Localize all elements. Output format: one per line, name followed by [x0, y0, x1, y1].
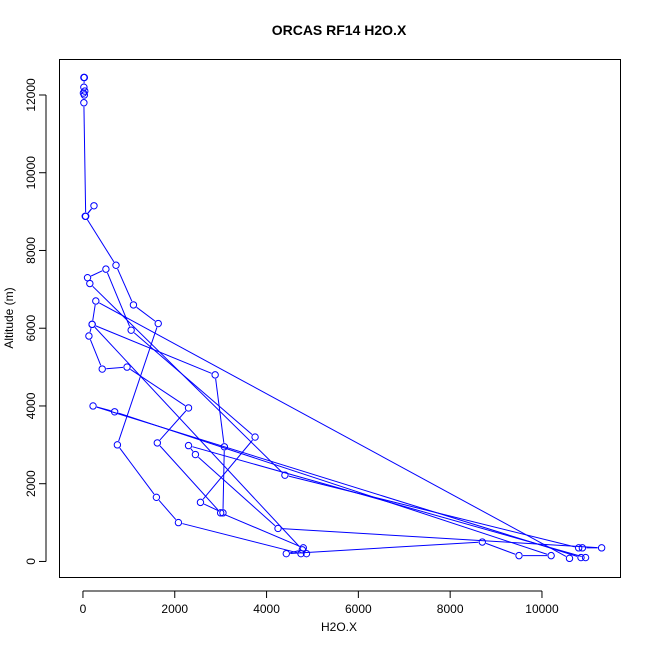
- data-point: [281, 471, 289, 479]
- series-segment: [159, 445, 219, 511]
- data-point: [597, 544, 606, 552]
- series-segment: [92, 285, 283, 473]
- x-tick-label: 0: [80, 602, 87, 616]
- x-tick-label: 2000: [161, 602, 188, 616]
- y-tick-label: 12000: [24, 78, 38, 112]
- series-segment: [87, 208, 92, 214]
- data-point: [112, 261, 120, 269]
- data-point: [113, 441, 122, 449]
- series-segment: [83, 106, 87, 213]
- series-segment: [94, 326, 300, 548]
- data-point: [152, 493, 161, 502]
- x-tick-label: 10000: [525, 602, 559, 616]
- data-point: [515, 551, 523, 560]
- series-segment: [224, 513, 300, 547]
- data-point: [92, 297, 100, 305]
- series-segment: [106, 366, 124, 370]
- plot-area: [59, 59, 621, 578]
- data-point: [154, 319, 162, 328]
- data-point: [274, 524, 282, 533]
- data-point: [88, 320, 96, 329]
- data-point: [80, 73, 89, 82]
- series-segment: [190, 448, 194, 452]
- series-segment: [136, 306, 156, 322]
- data-point: [174, 518, 183, 527]
- data-point: [574, 544, 583, 552]
- series-segment: [117, 268, 133, 302]
- series-segment: [203, 503, 220, 512]
- y-tick-label: 0: [24, 558, 38, 565]
- data-point: [110, 408, 119, 416]
- series-segment: [96, 406, 111, 412]
- series-segment: [99, 302, 567, 557]
- data-point: [478, 538, 486, 546]
- data-point: [196, 498, 205, 507]
- series-lines: [83, 81, 598, 557]
- data-point: [577, 553, 585, 562]
- y-tick-label: 8000: [24, 237, 38, 264]
- series-segment: [182, 523, 298, 554]
- series-segment: [89, 339, 102, 366]
- series-segment: [290, 541, 479, 554]
- y-tick-label: 2000: [24, 470, 38, 497]
- data-point: [80, 91, 89, 99]
- data-point: [81, 212, 89, 220]
- data-point: [123, 363, 131, 371]
- series-segment: [281, 528, 598, 549]
- chart-title: ORCAS RF14 H2O.X: [272, 22, 407, 38]
- series-segment: [119, 447, 155, 495]
- series-segment: [485, 542, 516, 555]
- data-point: [581, 553, 590, 562]
- series-segment: [86, 219, 115, 263]
- data-point: [98, 365, 106, 373]
- x-axis-label: H2O.X: [321, 620, 357, 634]
- data-point: [565, 554, 574, 563]
- series-segment: [89, 328, 92, 333]
- series-segment: [118, 412, 548, 555]
- series-segment: [90, 270, 103, 277]
- data-point: [578, 544, 587, 552]
- data-point: [298, 546, 307, 554]
- data-point: [251, 433, 259, 441]
- data-point: [90, 202, 98, 210]
- data-point: [184, 404, 193, 412]
- data-point: [102, 265, 110, 273]
- x-tick-label: 6000: [345, 602, 372, 616]
- y-tick-label: 4000: [24, 392, 38, 419]
- series-segment: [198, 456, 276, 527]
- data-point: [81, 87, 89, 95]
- data-point: [219, 509, 227, 517]
- data-point: [547, 551, 555, 560]
- series-segment: [290, 550, 299, 554]
- data-point: [89, 402, 97, 410]
- x-tick-label: 4000: [253, 602, 280, 616]
- data-point: [85, 332, 93, 340]
- x-tick-label: 8000: [437, 602, 464, 616]
- x-axis-ticks: 0 2000 4000 6000 8000 10000: [80, 591, 559, 616]
- data-point: [153, 439, 162, 447]
- series-points: [79, 73, 606, 563]
- data-point: [211, 371, 219, 379]
- data-point: [129, 301, 138, 309]
- y-tick-label: 6000: [24, 315, 38, 342]
- y-tick-label: 10000: [24, 156, 38, 190]
- data-point: [80, 99, 88, 107]
- data-point: [80, 83, 88, 91]
- data-point: [216, 509, 225, 517]
- data-point: [302, 549, 311, 558]
- data-point: [127, 326, 135, 334]
- series-segment: [158, 499, 177, 520]
- data-point: [282, 549, 290, 558]
- data-point: [86, 279, 94, 288]
- data-point: [220, 443, 229, 451]
- series-segment: [133, 332, 253, 435]
- series-segment: [106, 272, 131, 327]
- y-axis-label: Altitude (m): [2, 287, 16, 348]
- data-point: [184, 441, 193, 450]
- y-axis-ticks: 0 2000 4000 6000 8000 10000 12000: [24, 78, 46, 565]
- data-point: [191, 450, 200, 459]
- series-segment: [159, 410, 187, 441]
- series-segment: [92, 304, 96, 321]
